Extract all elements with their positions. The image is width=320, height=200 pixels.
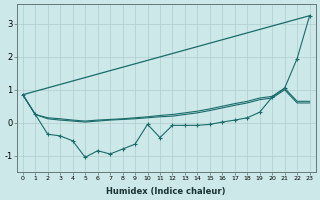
X-axis label: Humidex (Indice chaleur): Humidex (Indice chaleur) [107,187,226,196]
